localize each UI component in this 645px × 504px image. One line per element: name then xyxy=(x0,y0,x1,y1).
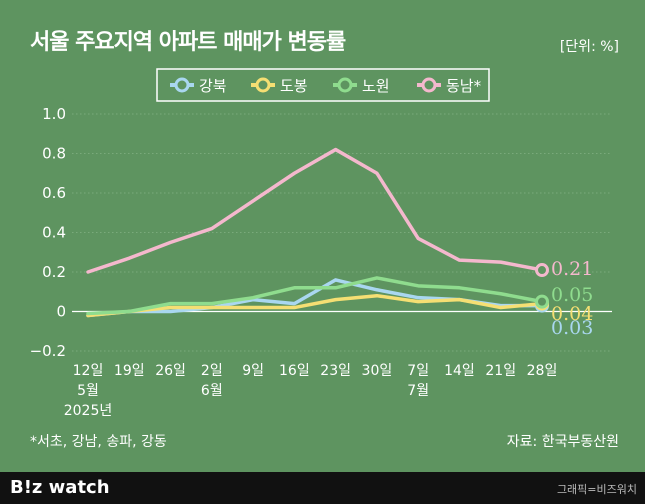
legend-swatch-marker xyxy=(337,77,353,93)
chart-title: 서울 주요지역 아파트 매매가 변동률 xyxy=(30,30,346,55)
series-line xyxy=(86,293,544,318)
x-year-label: 2025년 xyxy=(64,403,113,419)
series-line xyxy=(86,147,544,274)
x-month-label: 6월 xyxy=(201,383,223,399)
legend-swatch-marker xyxy=(174,77,190,93)
legend-label: 동남* xyxy=(446,77,482,95)
series-end-label: 0.21 xyxy=(551,258,593,280)
line-chart: 1.0 0.8 0.6 0.4 0.2 0 −0.2 12일 5월 2025년 19일 26일 2일 6월… xyxy=(30,68,612,419)
series-end-label: 0.04 xyxy=(551,303,593,325)
legend-swatch-marker xyxy=(421,77,437,93)
series-end-label: 0.05 xyxy=(551,284,593,306)
x-tick-label: 19일 xyxy=(114,363,145,379)
brand-logo: B!z watch xyxy=(10,477,110,498)
x-month-label: 5월 xyxy=(77,383,99,399)
x-tick-label: 28일 xyxy=(527,363,558,379)
legend-label: 노원 xyxy=(362,77,390,95)
x-tick-label: 23일 xyxy=(320,363,351,379)
legend-label: 강북 xyxy=(199,77,227,95)
x-tick-label: 12일 xyxy=(73,363,104,379)
graphic-credit: 그래픽=비즈워치 xyxy=(556,483,637,496)
series-end-marker xyxy=(535,263,549,278)
legend-swatch-marker xyxy=(255,77,271,93)
x-tick-label: 14일 xyxy=(444,363,475,379)
x-tick-label: 30일 xyxy=(362,363,393,379)
x-month-label: 7월 xyxy=(407,383,429,399)
y-tick-label: −0.2 xyxy=(30,342,66,360)
legend-box xyxy=(156,68,490,102)
y-tick-label: 1.0 xyxy=(42,105,66,123)
source-note: 자료: 한국부동산원 xyxy=(506,434,619,450)
footnote: *서초, 강남, 송파, 강동 xyxy=(30,434,167,450)
y-tick-label: 0.6 xyxy=(42,184,66,202)
x-tick-label: 9일 xyxy=(242,363,264,379)
series-end-label: 0.03 xyxy=(551,317,593,339)
series-end-marker xyxy=(535,294,549,309)
x-tick-label: 16일 xyxy=(279,363,310,379)
y-tick-label: 0 xyxy=(56,303,66,321)
series-line xyxy=(86,276,544,316)
y-tick-label: 0.2 xyxy=(42,263,66,281)
footer-bar: B!z watch 그래픽=비즈워치 xyxy=(0,472,645,504)
unit-label: [단위: %] xyxy=(559,39,619,55)
x-tick-label: 2일 xyxy=(201,363,223,379)
y-tick-label: 0.4 xyxy=(42,224,66,242)
x-tick-label: 21일 xyxy=(485,363,516,379)
x-tick-label: 26일 xyxy=(155,363,186,379)
y-tick-label: 0.8 xyxy=(42,145,66,163)
legend-label: 도봉 xyxy=(280,77,308,95)
x-tick-label: 7일 xyxy=(407,363,429,379)
